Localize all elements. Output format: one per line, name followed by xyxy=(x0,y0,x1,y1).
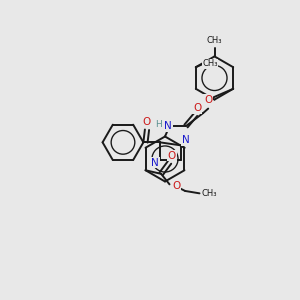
Text: CH₃: CH₃ xyxy=(201,189,217,198)
Text: N: N xyxy=(182,135,190,145)
Text: O: O xyxy=(168,151,176,161)
Text: CH₃: CH₃ xyxy=(207,36,222,45)
Text: O: O xyxy=(143,117,151,127)
Text: O: O xyxy=(204,94,212,105)
Text: CH₃: CH₃ xyxy=(202,59,218,68)
Text: N: N xyxy=(151,158,159,168)
Text: O: O xyxy=(193,103,201,113)
Text: H: H xyxy=(155,120,162,129)
Text: N: N xyxy=(164,121,172,131)
Text: O: O xyxy=(172,181,180,191)
